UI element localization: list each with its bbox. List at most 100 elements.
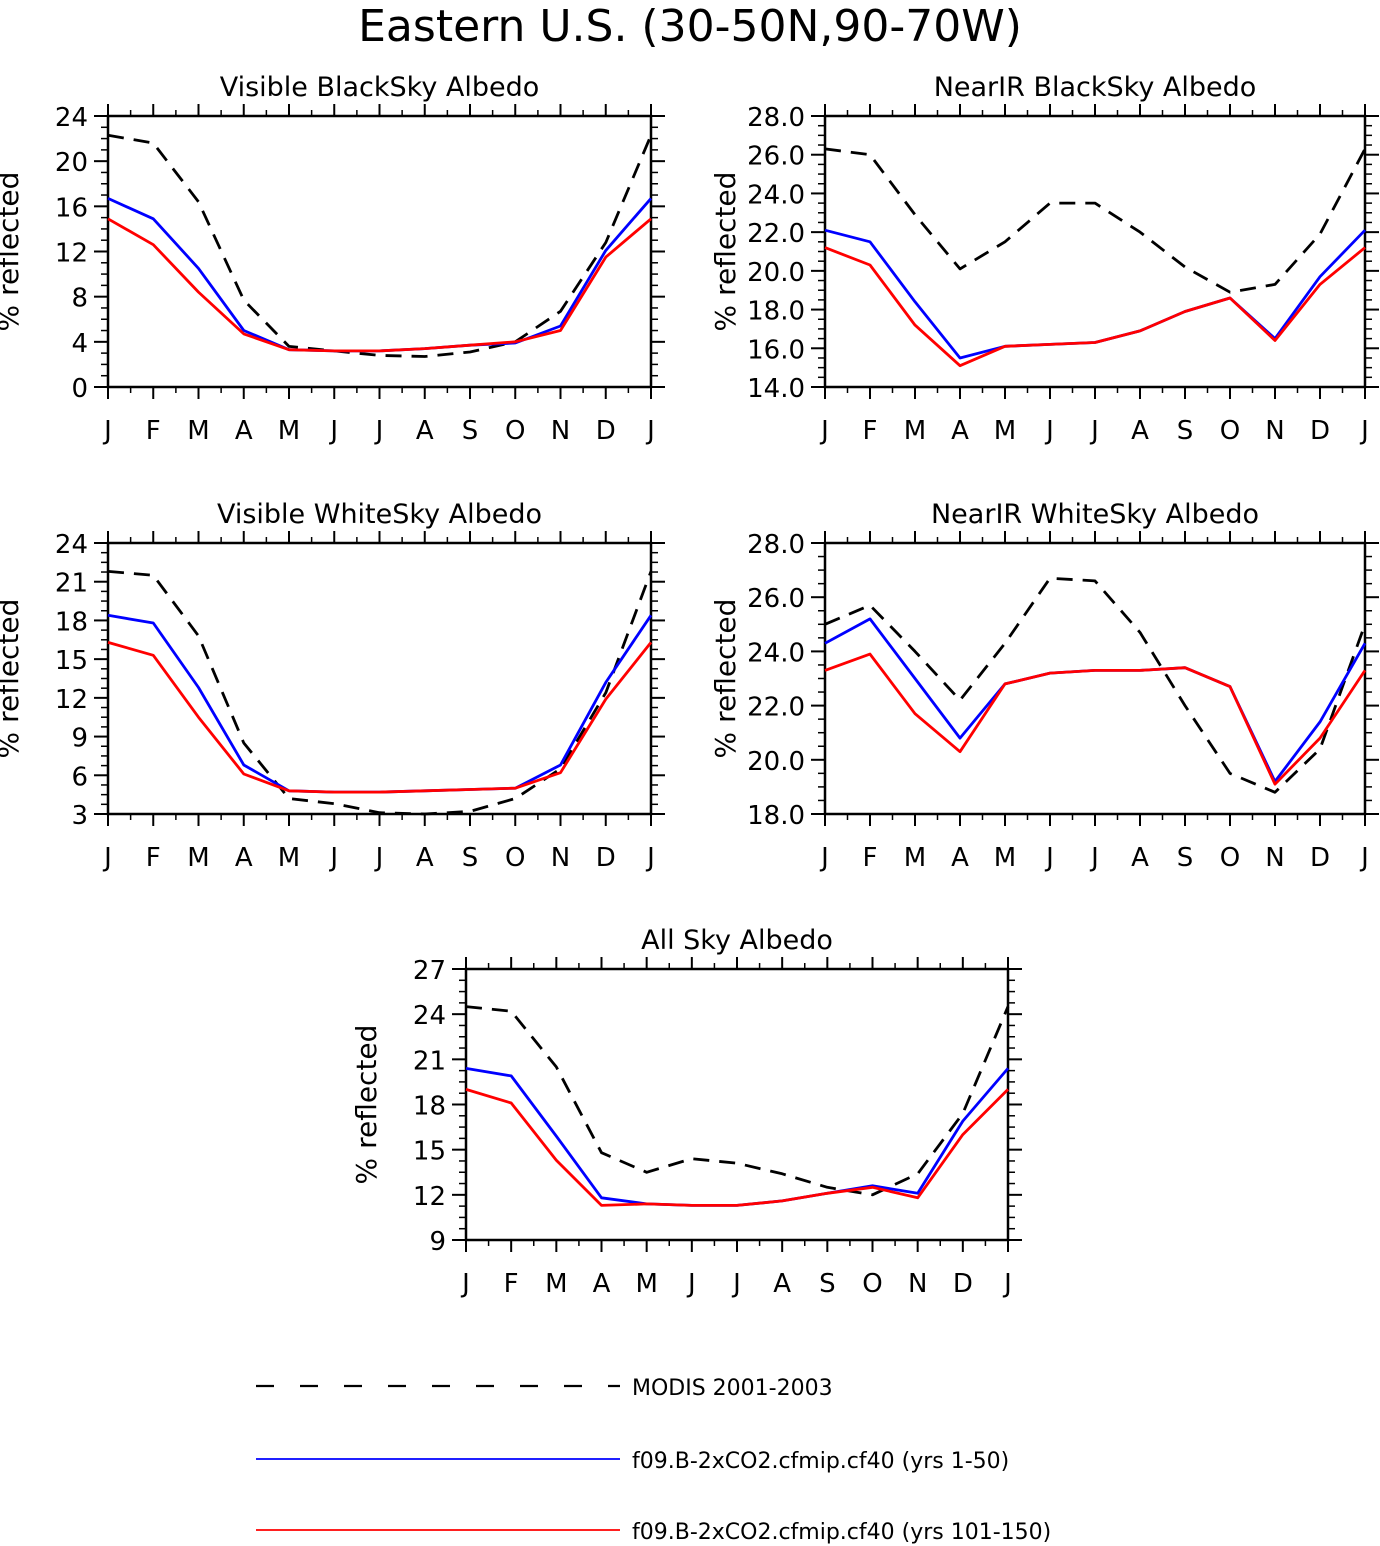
y-tick-label: 12 — [55, 685, 88, 715]
chart-title: NearIR BlackSky Albedo — [934, 72, 1257, 103]
x-tick-label: N — [1265, 843, 1284, 873]
y-axis-label: % reflected — [709, 172, 742, 332]
y-tick-label: 6 — [71, 762, 88, 792]
panels: Visible BlackSky Albedo% reflectedJFMAMJ… — [0, 72, 1379, 1299]
y-tick-label: 26.0 — [747, 584, 805, 614]
legend-entry: MODIS 2001-2003 — [256, 1376, 833, 1401]
x-tick-label: M — [994, 416, 1016, 446]
x-tick-label: A — [416, 843, 434, 873]
x-tick-label: M — [278, 843, 300, 873]
legend-entry: f09.B-2xCO2.cfmip.cf40 (yrs 1-50) — [256, 1449, 1009, 1474]
x-tick-label: J — [1089, 416, 1099, 446]
y-tick-label: 27 — [413, 956, 446, 986]
x-tick-label: O — [862, 1269, 882, 1299]
y-tick-label: 21 — [55, 569, 88, 599]
legend-entry: f09.B-2xCO2.cfmip.cf40 (yrs 101-150) — [256, 1520, 1051, 1545]
y-tick-label: 4 — [71, 329, 88, 359]
x-tick-label: S — [462, 416, 479, 446]
y-tick-label: 18 — [55, 607, 88, 637]
x-tick-label: J — [460, 1269, 470, 1299]
y-tick-label: 9 — [71, 724, 88, 754]
y-tick-label: 12 — [413, 1182, 446, 1212]
series-line — [107, 641, 653, 794]
x-tick-label: M — [994, 843, 1016, 873]
y-tick-label: 28.0 — [747, 530, 805, 560]
x-tick-label: J — [1002, 1269, 1012, 1299]
y-axis-label: % reflected — [0, 172, 25, 332]
x-tick-label: J — [1044, 843, 1054, 873]
series-line — [107, 133, 653, 358]
series-line — [824, 652, 1367, 786]
y-tick-label: 15 — [55, 646, 88, 676]
legend: MODIS 2001-2003 f09.B-2xCO2.cfmip.cf40 (y… — [256, 1376, 1051, 1545]
y-tick-label: 24 — [413, 1001, 446, 1031]
x-tick-label: J — [374, 843, 384, 873]
page-title: Eastern U.S. (30-50N,90-70W) — [358, 1, 1022, 52]
x-tick-label: D — [596, 416, 616, 446]
series-line — [107, 197, 653, 353]
y-tick-label: 28.0 — [747, 103, 805, 133]
y-tick-label: 15 — [413, 1137, 446, 1167]
x-tick-label: S — [462, 843, 479, 873]
y-tick-label: 22.0 — [747, 219, 805, 249]
y-tick-label: 16 — [55, 193, 88, 223]
x-tick-label: S — [819, 1269, 836, 1299]
y-axis-label: % reflected — [709, 599, 742, 759]
x-tick-label: J — [328, 416, 338, 446]
series-line — [824, 228, 1367, 360]
x-tick-label: F — [863, 416, 878, 446]
x-tick-label: M — [187, 416, 209, 446]
x-tick-label: O — [505, 843, 525, 873]
x-tick-label: J — [645, 416, 655, 446]
y-tick-label: 9 — [429, 1227, 446, 1257]
x-tick-label: M — [545, 1269, 567, 1299]
x-tick-label: J — [645, 843, 655, 873]
series-line — [824, 147, 1367, 294]
x-tick-label: A — [593, 1269, 611, 1299]
x-tick-label: F — [504, 1269, 519, 1299]
chart-panel: Visible BlackSky Albedo% reflectedJFMAMJ… — [0, 72, 665, 446]
y-tick-label: 20.0 — [747, 747, 805, 777]
x-tick-label: D — [1310, 843, 1330, 873]
x-tick-label: M — [904, 416, 926, 446]
plot-frame — [106, 114, 653, 389]
legend-label: f09.B-2xCO2.cfmip.cf40 (yrs 101-150) — [632, 1520, 1051, 1545]
y-tick-label: 16.0 — [747, 335, 805, 365]
plot-frame — [464, 967, 1010, 1242]
x-tick-label: D — [596, 843, 616, 873]
y-tick-label: 0 — [71, 374, 88, 404]
chart-title: NearIR WhiteSky Albedo — [931, 499, 1259, 530]
y-tick-label: 20 — [55, 148, 88, 178]
series-line — [824, 246, 1366, 368]
legend-label: MODIS 2001-2003 — [632, 1376, 833, 1401]
x-tick-label: A — [235, 416, 253, 446]
x-tick-label: J — [102, 416, 112, 446]
x-tick-label: A — [1131, 843, 1149, 873]
x-tick-label: J — [819, 416, 829, 446]
x-tick-label: M — [278, 416, 300, 446]
x-tick-label: O — [1220, 416, 1240, 446]
chart-title: All Sky Albedo — [641, 925, 833, 956]
x-tick-label: N — [908, 1269, 927, 1299]
y-tick-label: 18 — [413, 1092, 446, 1122]
y-tick-label: 12 — [55, 239, 88, 269]
chart-title: Visible WhiteSky Albedo — [217, 499, 542, 530]
legend-label: f09.B-2xCO2.cfmip.cf40 (yrs 1-50) — [632, 1449, 1009, 1474]
x-tick-label: N — [1265, 416, 1284, 446]
x-tick-label: S — [1177, 843, 1194, 873]
x-tick-label: A — [235, 843, 253, 873]
y-tick-label: 24 — [55, 103, 88, 133]
x-tick-label: O — [505, 416, 525, 446]
chart-title: Visible BlackSky Albedo — [220, 72, 540, 103]
series-line — [107, 217, 652, 353]
chart-panel: Visible WhiteSky Albedo% reflectedJFMAMJ… — [0, 499, 665, 873]
x-tick-label: N — [551, 416, 570, 446]
y-tick-label: 22.0 — [747, 693, 805, 723]
x-tick-label: J — [328, 843, 338, 873]
x-tick-label: N — [551, 843, 570, 873]
y-axis-label: % reflected — [350, 1025, 383, 1185]
x-tick-label: A — [951, 843, 969, 873]
y-tick-label: 24.0 — [747, 638, 805, 668]
